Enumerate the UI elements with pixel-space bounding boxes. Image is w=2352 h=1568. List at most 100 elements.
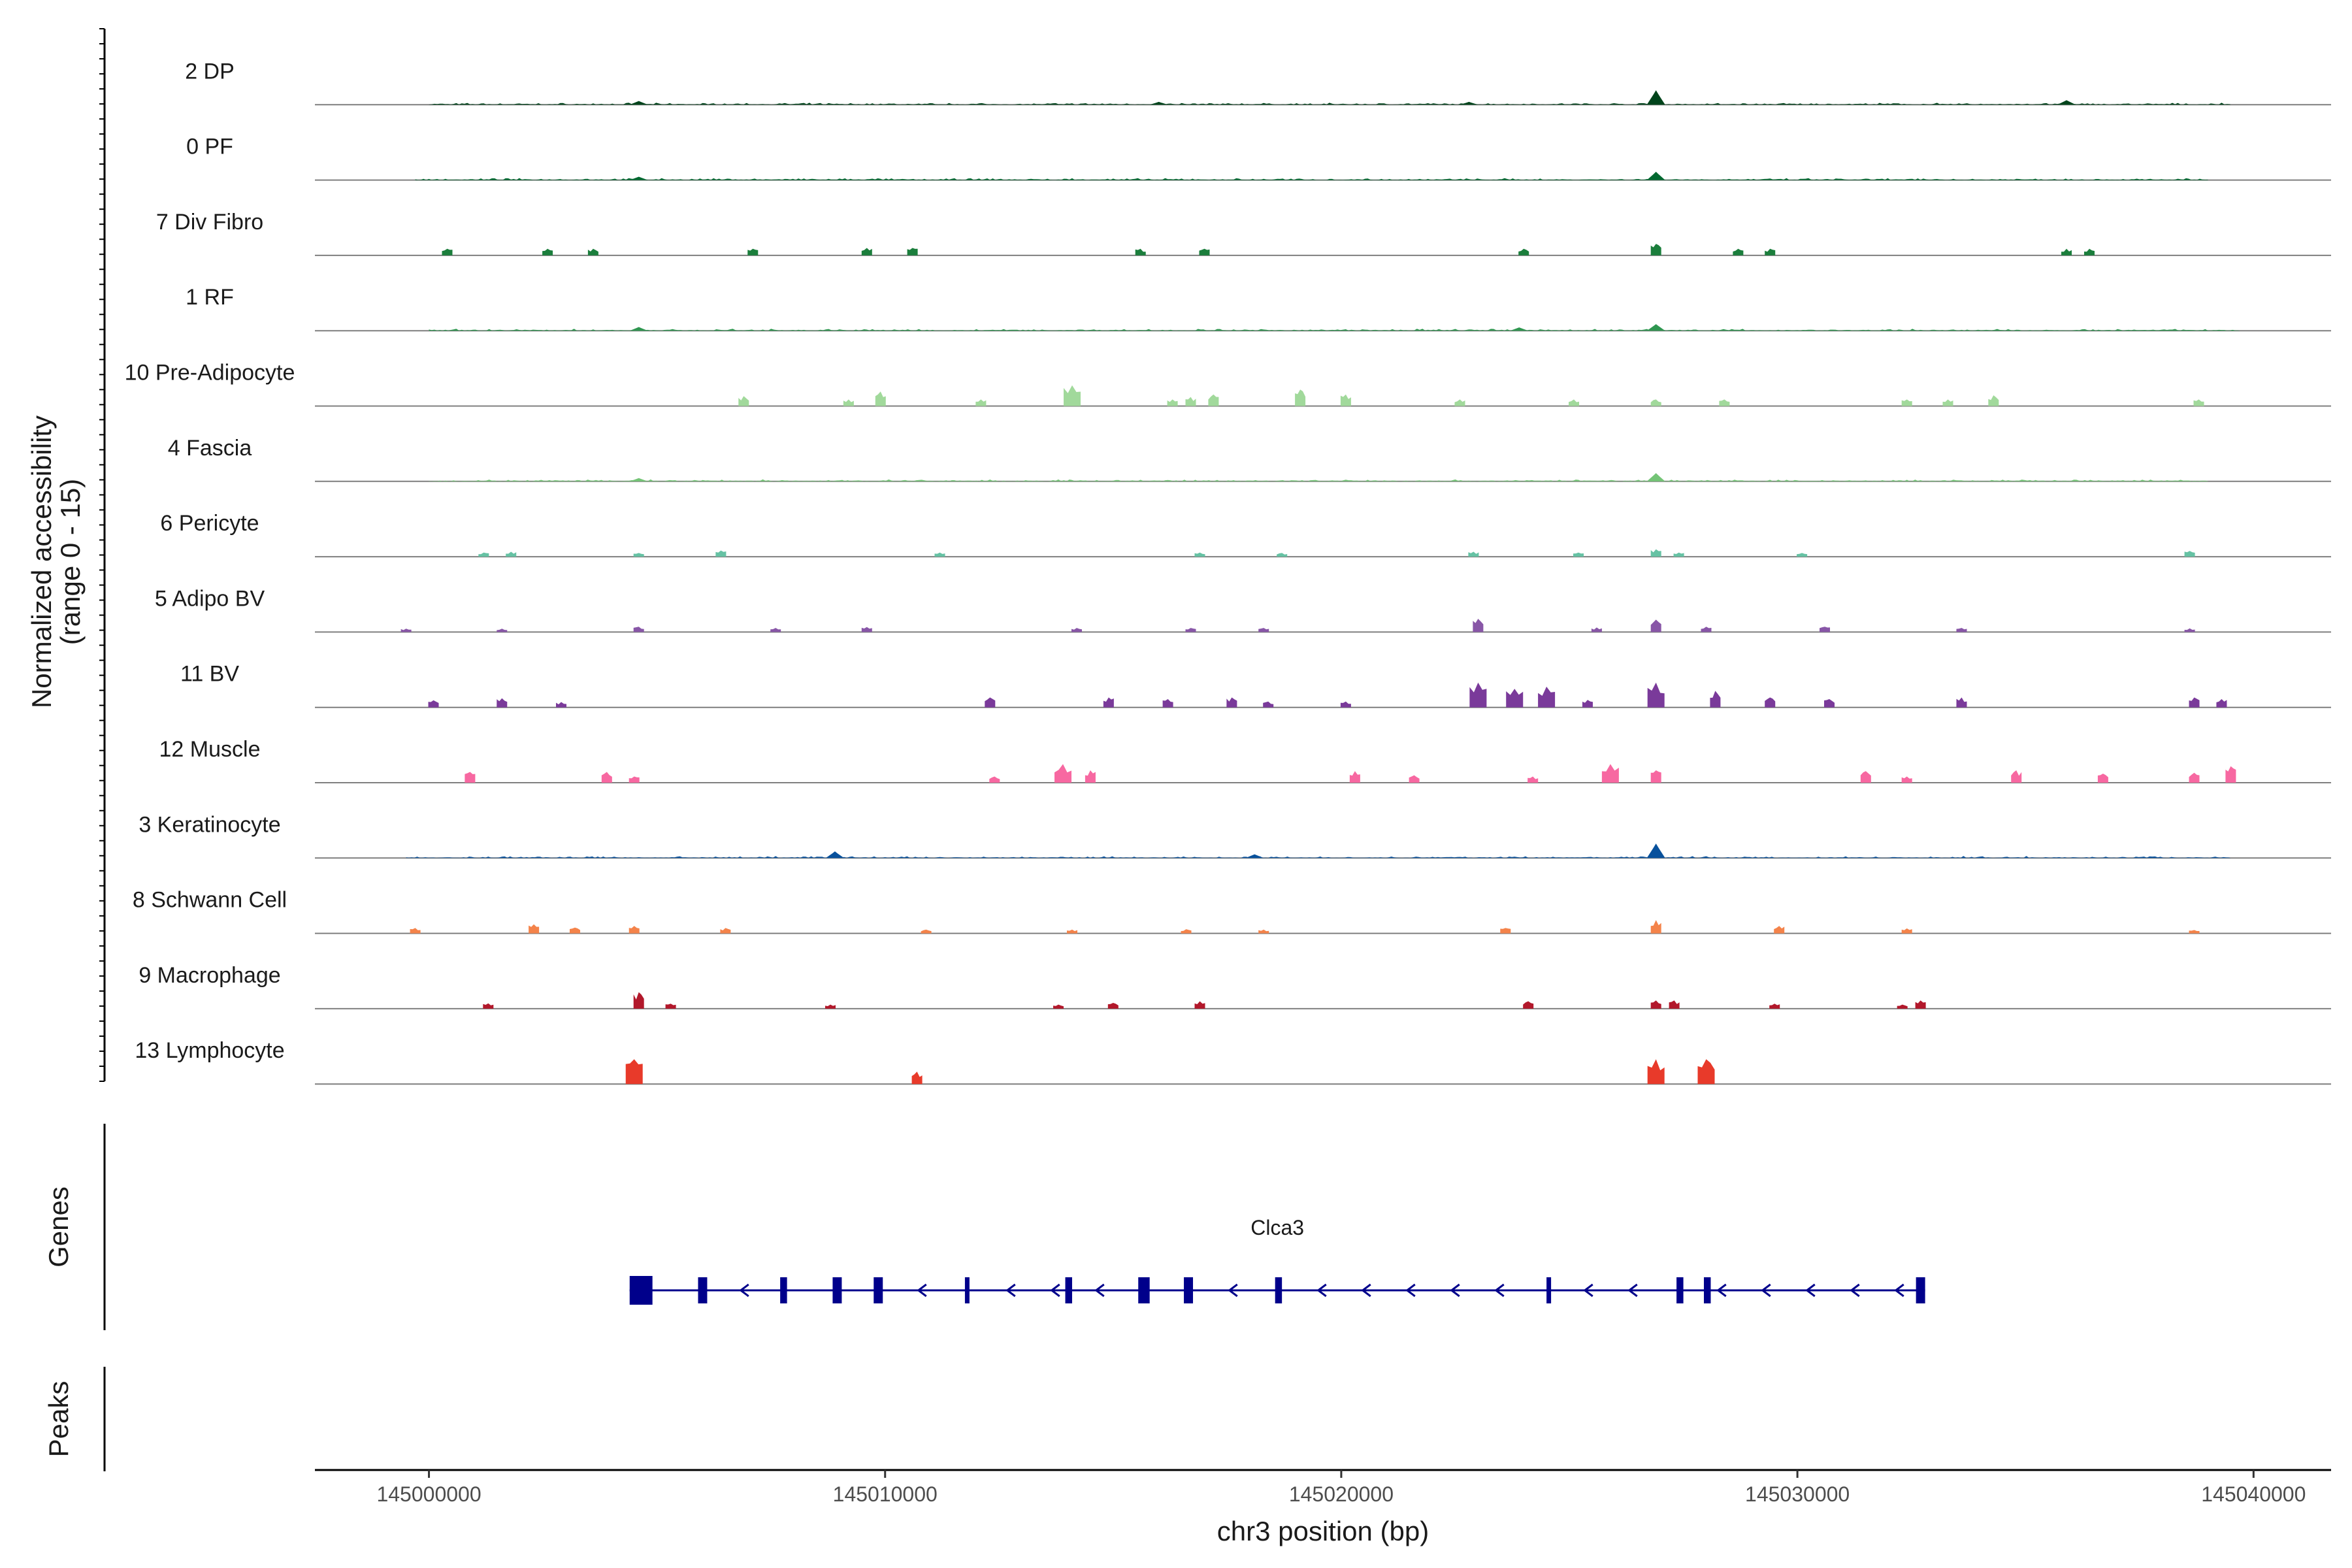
coverage-peak [1901, 928, 1912, 934]
coverage-peak [1518, 248, 1529, 255]
track-label: 10 Pre-Adipocyte [125, 361, 295, 385]
coverage-peak [1295, 389, 1306, 406]
x-tick-label: 145010000 [833, 1482, 938, 1506]
coverage-peak [442, 248, 453, 255]
x-axis: 145000000 145010000 145020000 145030000 1450… [99, 28, 2331, 1506]
coverage-peak [1510, 327, 1529, 331]
coverage-peak [629, 478, 648, 482]
track-label: 5 Adipo BV [155, 586, 265, 611]
coverage-peak [1673, 552, 1684, 557]
coverage-peak [1208, 394, 1219, 406]
coverage-background [415, 178, 2208, 180]
coverage-peak [1349, 771, 1360, 783]
coverage-peak [1167, 399, 1178, 406]
coverage-peak [2184, 628, 2195, 632]
track-4-fascia: 4 Fascia [168, 436, 2331, 482]
coverage-peak [985, 697, 996, 708]
gene-exon [1065, 1277, 1072, 1303]
coverage-peak [843, 399, 854, 406]
coverage-peak [2061, 248, 2072, 255]
strand-arrow [739, 1283, 749, 1298]
genes-panel: Clca3 [103, 1124, 1925, 1330]
coverage-peak [825, 1004, 836, 1009]
track-label: 7 Div Fibro [156, 210, 263, 235]
coverage-peak [1719, 399, 1730, 406]
coverage-peak [556, 702, 567, 708]
strand-arrow [1405, 1283, 1416, 1298]
gene-exon [1184, 1277, 1194, 1303]
coverage-peak [1647, 1059, 1665, 1085]
coverage-peak [2057, 100, 2076, 105]
strand-arrow [1228, 1283, 1238, 1298]
coverage-peak [2097, 774, 2108, 783]
coverage-peak [747, 248, 759, 255]
coverage-peak [410, 928, 421, 934]
coverage-peak [1066, 929, 1077, 934]
coverage-background [429, 329, 2240, 331]
coverage-peak [478, 552, 489, 557]
coverage-peak [1054, 764, 1072, 783]
coverage-peak [1650, 1000, 1661, 1009]
coverage-peak [629, 776, 640, 783]
track-label: 4 Fascia [168, 436, 252, 461]
coverage-peak [1053, 1004, 1064, 1009]
track-2-dp: 2 DP [185, 59, 2331, 106]
coverage-peak [629, 926, 640, 934]
y-axis-title: Normalized accessibility [26, 416, 57, 708]
coverage-peak [1650, 549, 1661, 557]
coverage-peak [1460, 101, 1478, 105]
coverage-peak [1650, 399, 1661, 406]
coverage-peak [400, 629, 412, 632]
strand-arrow [1761, 1283, 1771, 1298]
coverage-peak [1569, 399, 1580, 406]
coverage-peak [1506, 689, 1524, 708]
gene-exon [964, 1277, 970, 1303]
track-5-adipo-bv: 5 Adipo BV [155, 586, 2331, 633]
coverage-peak [1710, 691, 1721, 708]
gene-exon [1676, 1277, 1684, 1303]
coverage-tracks: 2 DP 0 PF 7 Div Fibro 1 RF 10 Pre-Adipocyte 4… [125, 59, 2331, 1085]
coverage-peak [861, 248, 872, 255]
coverage-peak [1194, 1001, 1205, 1009]
coverage-peak [2083, 248, 2095, 255]
strand-arrow [1850, 1283, 1860, 1298]
gene-exon [1546, 1277, 1552, 1303]
coverage-peak [1591, 627, 1602, 632]
track-label: 8 Schwann Cell [133, 888, 287, 913]
coverage-peak [720, 928, 731, 934]
coverage-peak [1582, 700, 1593, 708]
coverage-peak [1647, 682, 1665, 708]
track-label: 3 Keratinocyte [139, 812, 280, 837]
coverage-peak [975, 399, 987, 406]
coverage-peak [542, 248, 553, 255]
coverage-peak [1107, 1003, 1119, 1009]
coverage-peak [1071, 628, 1082, 632]
gene-clca3: Clca3 [629, 1216, 1925, 1305]
coverage-peak [2193, 399, 2204, 406]
coverage-peak [1258, 628, 1269, 632]
coverage-peak [861, 627, 872, 632]
coverage-peak [1185, 397, 1196, 406]
coverage-peak [911, 1071, 923, 1085]
coverage-peak [1901, 776, 1912, 783]
coverage-peak [907, 248, 918, 255]
coverage-peak [1245, 854, 1264, 858]
coverage-peak [1942, 399, 1953, 406]
coverage-peak [1646, 473, 1665, 482]
coverage-peak [1085, 770, 1096, 783]
coverage-peak [2011, 770, 2022, 783]
strand-arrow [1005, 1283, 1016, 1298]
coverage-peak [1701, 627, 1712, 632]
strand-arrow [1450, 1283, 1460, 1298]
coverage-peak [497, 698, 508, 708]
coverage-peak [483, 1003, 494, 1009]
coverage-peak [1573, 552, 1584, 557]
strand-arrow [1094, 1283, 1105, 1298]
coverage-peak [1697, 1059, 1715, 1085]
track-label: 0 PF [186, 135, 233, 159]
coverage-peak [1473, 619, 1484, 632]
gene-exon [832, 1277, 842, 1303]
track-label: 1 RF [186, 285, 234, 310]
track-3-keratinocyte: 3 Keratinocyte [139, 812, 2331, 859]
